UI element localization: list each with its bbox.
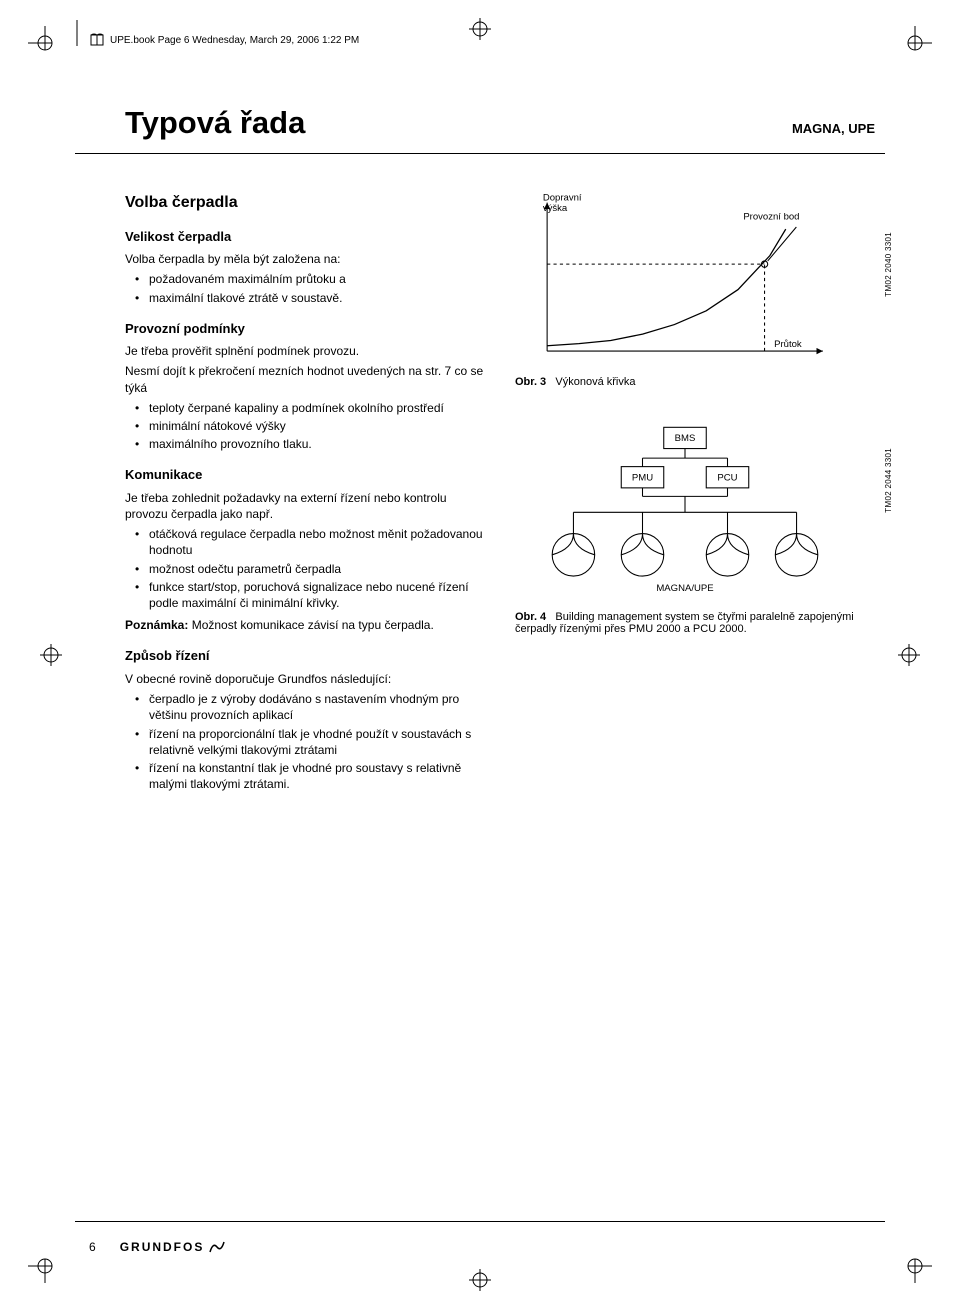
svg-text:Průtok: Průtok: [774, 339, 802, 350]
page-title: Typová řada: [125, 105, 305, 141]
page-number: 6: [89, 1240, 96, 1254]
page-meta: UPE.book Page 6 Wednesday, March 29, 200…: [90, 33, 359, 47]
crop-mark-br: [898, 1249, 932, 1283]
bullet-list: teploty čerpané kapaliny a podmínek okol…: [125, 400, 485, 453]
para: V obecné rovině doporučuje Grundfos násl…: [125, 671, 485, 687]
note-label: Poznámka:: [125, 618, 188, 632]
crop-mark-bc: [469, 1269, 491, 1291]
subheading-control: Způsob řízení: [125, 647, 485, 665]
logo-icon: [208, 1240, 226, 1254]
logo-text: GRUNDFOS: [120, 1240, 205, 1254]
page-meta-text: UPE.book Page 6 Wednesday, March 29, 200…: [110, 35, 359, 46]
crop-mark-tl: [28, 26, 62, 60]
subheading-conditions: Provozní podmínky: [125, 320, 485, 338]
subheading-comm: Komunikace: [125, 466, 485, 484]
crop-mark-mr: [898, 644, 920, 666]
para: Je třeba zohlednit požadavky na externí …: [125, 490, 485, 522]
svg-text:výška: výška: [543, 203, 568, 214]
note-text: Možnost komunikace závisí na typu čerpad…: [188, 618, 433, 632]
figure-2: BMSPMUPCUMAGNA/UPE TM02 2044 3301 Obr. 4…: [515, 388, 885, 635]
svg-text:BMS: BMS: [675, 433, 696, 444]
performance-curve-chart: Dopravnívýška Provozní bod Průtok: [515, 192, 855, 367]
page-footer: 6 GRUNDFOS: [75, 1221, 885, 1254]
crop-mark-ml: [40, 644, 62, 666]
figure-code: TM02 2040 3301: [884, 232, 893, 297]
title-rule: [75, 153, 885, 154]
crop-mark-bl: [28, 1249, 62, 1283]
footer-rule: [75, 1221, 885, 1222]
svg-text:PCU: PCU: [717, 472, 737, 483]
figure-number: Obr. 3: [515, 376, 546, 388]
list-item: minimální nátokové výšky: [139, 418, 485, 434]
bullet-list: požadovaném maximálním průtoku a maximál…: [125, 271, 485, 305]
crop-mark-tc: [469, 18, 491, 40]
page-title-right: MAGNA, UPE: [792, 121, 875, 136]
svg-text:Provozní bod: Provozní bod: [743, 212, 799, 223]
book-icon: [90, 33, 104, 47]
list-item: maximálního provozního tlaku.: [139, 436, 485, 452]
grundfos-logo: GRUNDFOS: [120, 1240, 227, 1254]
svg-text:Dopravní: Dopravní: [543, 192, 582, 203]
figure-code: TM02 2044 3301: [884, 448, 893, 513]
para: Nesmí dojít k překročení mezních hodnot …: [125, 363, 485, 395]
list-item: možnost odečtu parametrů čerpadla: [139, 561, 485, 577]
bullet-list: čerpadlo je z výroby dodáváno s nastaven…: [125, 691, 485, 792]
figure-caption-text: Building management system se čtyřmi par…: [515, 611, 854, 635]
list-item: funkce start/stop, poruchová signalizace…: [139, 579, 485, 611]
figure-caption: Obr. 4 Building management system se čty…: [515, 611, 885, 635]
figure-1: DopravnívýškaProvozní bodPrůtok TM02 204…: [515, 192, 885, 388]
list-item: maximální tlakové ztrátě v soustavě.: [139, 290, 485, 306]
svg-text:MAGNA/UPE: MAGNA/UPE: [656, 583, 713, 594]
svg-text:PMU: PMU: [632, 472, 653, 483]
note: Poznámka: Možnost komunikace závisí na t…: [125, 617, 485, 633]
bullet-list: otáčková regulace čerpadla nebo možnost …: [125, 526, 485, 611]
figure-caption-text: Výkonová křivka: [555, 376, 635, 388]
trim-top-left: [72, 20, 82, 46]
list-item: čerpadlo je z výroby dodáváno s nastaven…: [139, 691, 485, 723]
section-heading: Volba čerpadla: [125, 192, 485, 214]
page-body: Typová řada MAGNA, UPE Volba čerpadla Ve…: [75, 55, 885, 1215]
list-item: požadovaném maximálním průtoku a: [139, 271, 485, 287]
bms-diagram: BMS PMU PCU MAGNA/UPE: [515, 412, 855, 602]
para: Volba čerpadla by měla být založena na:: [125, 251, 485, 267]
list-item: teploty čerpané kapaliny a podmínek okol…: [139, 400, 485, 416]
right-column: DopravnívýškaProvozní bodPrůtok TM02 204…: [515, 192, 885, 798]
list-item: otáčková regulace čerpadla nebo možnost …: [139, 526, 485, 558]
subheading-size: Velikost čerpadla: [125, 228, 485, 246]
left-column: Volba čerpadla Velikost čerpadla Volba č…: [125, 192, 485, 798]
list-item: řízení na proporcionální tlak je vhodné …: [139, 726, 485, 758]
list-item: řízení na konstantní tlak je vhodné pro …: [139, 760, 485, 792]
crop-mark-tr: [898, 26, 932, 60]
para: Je třeba prověřit splnění podmínek provo…: [125, 343, 485, 359]
figure-caption: Obr. 3 Výkonová křivka: [515, 376, 885, 388]
figure-number: Obr. 4: [515, 611, 546, 623]
